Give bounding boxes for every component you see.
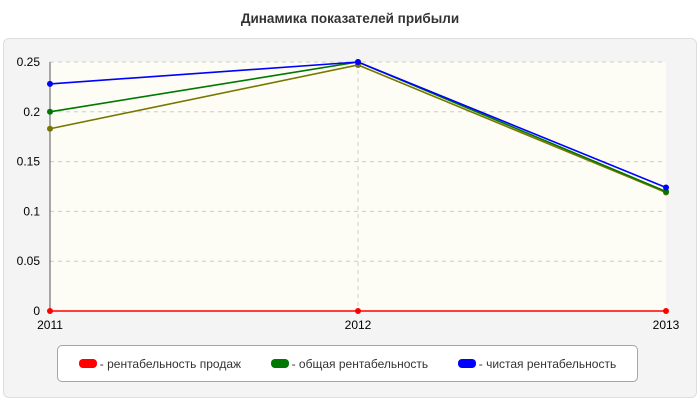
data-point — [663, 184, 669, 191]
legend-swatch-green — [270, 359, 289, 368]
legend-label: - рентабельность продаж — [99, 356, 242, 371]
y-tick-label: 0.2 — [23, 105, 40, 119]
data-point — [47, 108, 53, 115]
legend-item-sales-profitability[interactable]: - рентабельность продаж — [78, 356, 242, 371]
data-point — [355, 308, 361, 314]
chart-legend: - рентабельность продаж - общая рентабел… — [57, 345, 638, 382]
y-tick-label: 0.1 — [23, 204, 40, 218]
legend-label: - чистая рентабельность — [478, 356, 617, 371]
legend-swatch-red — [78, 359, 97, 368]
x-tick-label: 2011 — [37, 318, 63, 332]
y-tick-label: 0.05 — [17, 254, 41, 268]
y-tick-label: 0.25 — [17, 55, 41, 69]
data-point — [47, 80, 53, 87]
x-tick-label: 2012 — [345, 318, 372, 332]
data-point — [47, 125, 53, 132]
data-point — [355, 59, 361, 65]
legend-item-total-profitability[interactable]: - общая рентабельность — [270, 356, 429, 371]
y-tick-label: 0 — [33, 304, 40, 318]
chart-title: Динамика показателей прибыли — [240, 11, 460, 26]
legend-item-net-profitability[interactable]: - чистая рентабельность — [457, 356, 617, 371]
data-point — [47, 308, 53, 314]
legend-swatch-blue — [457, 359, 476, 368]
data-point — [663, 308, 669, 314]
legend-label: - общая рентабельность — [291, 356, 429, 371]
x-tick-label: 2013 — [653, 318, 680, 332]
y-tick-label: 0.15 — [17, 155, 41, 169]
